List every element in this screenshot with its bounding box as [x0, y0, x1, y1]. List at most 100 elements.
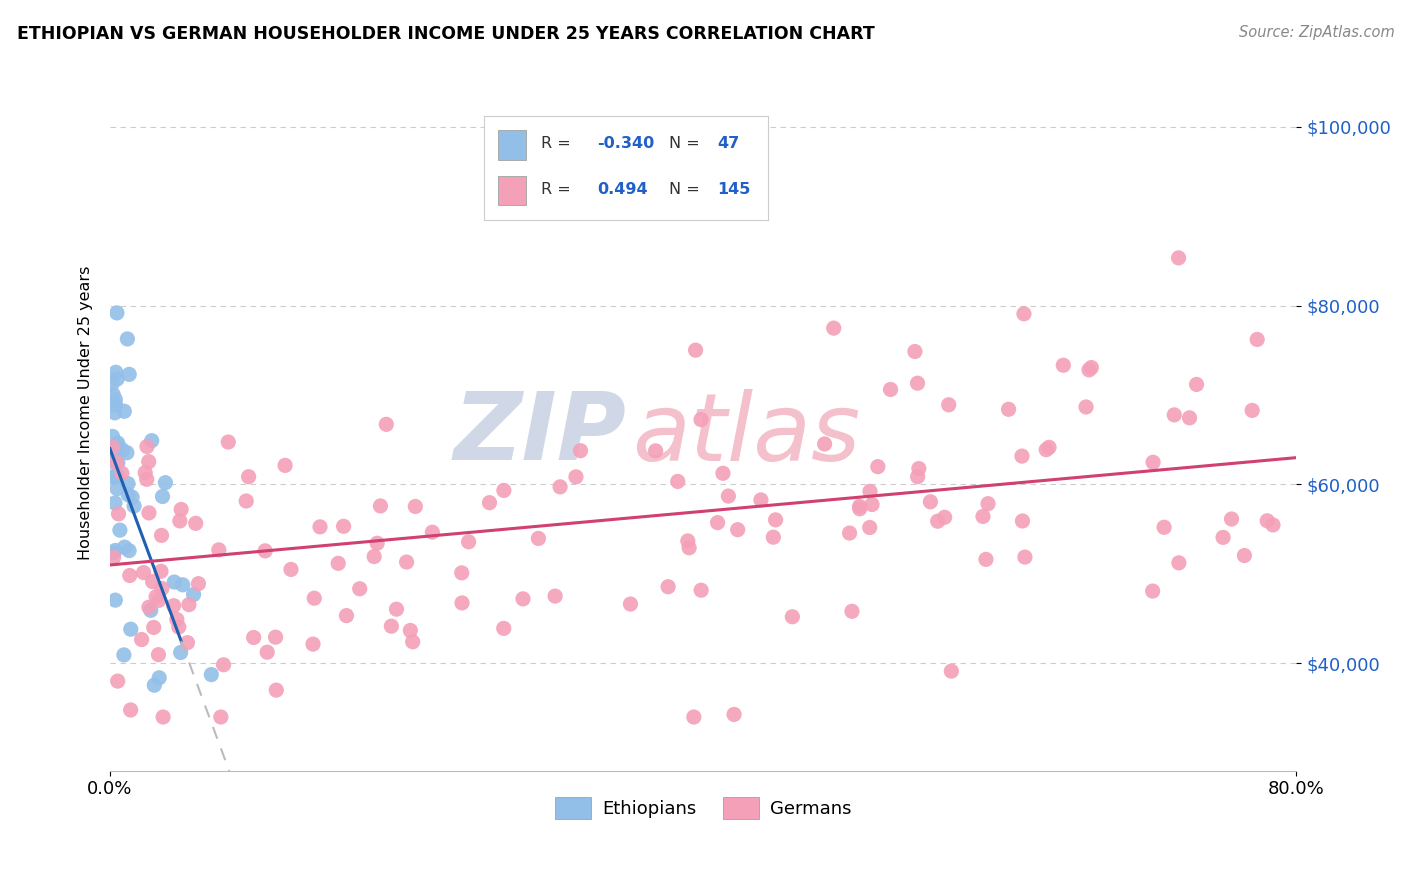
Text: Source: ZipAtlas.com: Source: ZipAtlas.com — [1239, 25, 1395, 40]
Point — [749, 492, 772, 507]
Point — [107, 456, 129, 470]
Point — [385, 602, 408, 616]
Point — [548, 480, 571, 494]
Point — [690, 412, 713, 426]
Point — [131, 632, 153, 647]
Point — [136, 440, 159, 454]
Point — [150, 528, 173, 542]
Point — [974, 552, 997, 566]
Point — [920, 495, 942, 509]
Point — [823, 321, 845, 335]
Point — [242, 631, 264, 645]
Point — [135, 472, 157, 486]
Point — [103, 387, 125, 401]
Point — [1078, 363, 1101, 377]
Point — [366, 536, 388, 550]
Point — [363, 549, 385, 564]
Point — [907, 376, 929, 391]
Point — [120, 703, 142, 717]
Point — [765, 513, 787, 527]
Point — [122, 499, 145, 513]
Point — [420, 525, 443, 540]
Point — [565, 470, 588, 484]
Point — [148, 648, 170, 662]
Point — [139, 603, 162, 617]
Point — [101, 377, 124, 392]
Point — [120, 622, 142, 636]
Point — [938, 398, 960, 412]
Point — [103, 550, 125, 565]
Point — [723, 707, 745, 722]
Point — [105, 456, 128, 470]
Point — [1185, 377, 1208, 392]
Point — [682, 710, 704, 724]
Point — [264, 683, 287, 698]
Point — [143, 678, 166, 692]
Point — [304, 591, 326, 606]
Point — [118, 543, 141, 558]
Point — [1011, 449, 1033, 463]
Point — [145, 590, 167, 604]
Point — [117, 332, 139, 346]
Point — [1163, 408, 1185, 422]
Point — [209, 710, 232, 724]
Point — [104, 365, 127, 379]
Point — [163, 599, 186, 613]
Point — [187, 576, 209, 591]
Point — [848, 500, 870, 514]
Point — [101, 546, 124, 560]
Point — [997, 402, 1019, 417]
Point — [212, 657, 235, 672]
Point — [690, 583, 713, 598]
Point — [848, 501, 870, 516]
Point — [280, 562, 302, 576]
Point — [132, 566, 155, 580]
Legend: Ethiopians, Germans: Ethiopians, Germans — [547, 789, 859, 826]
Point — [1012, 307, 1035, 321]
Point — [399, 624, 422, 638]
Point — [478, 496, 501, 510]
Point — [644, 443, 666, 458]
Point — [1052, 358, 1074, 372]
Point — [972, 509, 994, 524]
Point — [105, 438, 128, 452]
Point — [1080, 360, 1102, 375]
Point — [782, 609, 804, 624]
Point — [118, 568, 141, 582]
Text: ZIP: ZIP — [453, 388, 626, 481]
Point — [860, 498, 883, 512]
Point — [1178, 410, 1201, 425]
Point — [217, 435, 239, 450]
Point — [813, 437, 835, 451]
Point — [727, 523, 749, 537]
Point — [1142, 584, 1164, 599]
Point — [527, 532, 550, 546]
Point — [335, 608, 357, 623]
Point — [112, 648, 135, 662]
Point — [941, 664, 963, 678]
Point — [103, 470, 125, 484]
Point — [1233, 549, 1256, 563]
Point — [685, 343, 707, 358]
Point — [148, 671, 170, 685]
Point — [328, 557, 350, 571]
Point — [1014, 550, 1036, 565]
Point — [859, 484, 882, 499]
Point — [676, 533, 699, 548]
Point — [104, 496, 127, 510]
Point — [142, 620, 165, 634]
Point — [169, 514, 191, 528]
Point — [200, 667, 222, 681]
Point — [152, 710, 174, 724]
Point — [118, 368, 141, 382]
Point — [1256, 514, 1278, 528]
Point — [105, 306, 128, 320]
Point — [163, 575, 186, 590]
Point — [107, 507, 129, 521]
Point — [349, 582, 371, 596]
Point — [176, 635, 198, 649]
Point — [104, 398, 127, 412]
Point — [1167, 556, 1189, 570]
Point — [404, 500, 426, 514]
Point — [112, 404, 135, 418]
